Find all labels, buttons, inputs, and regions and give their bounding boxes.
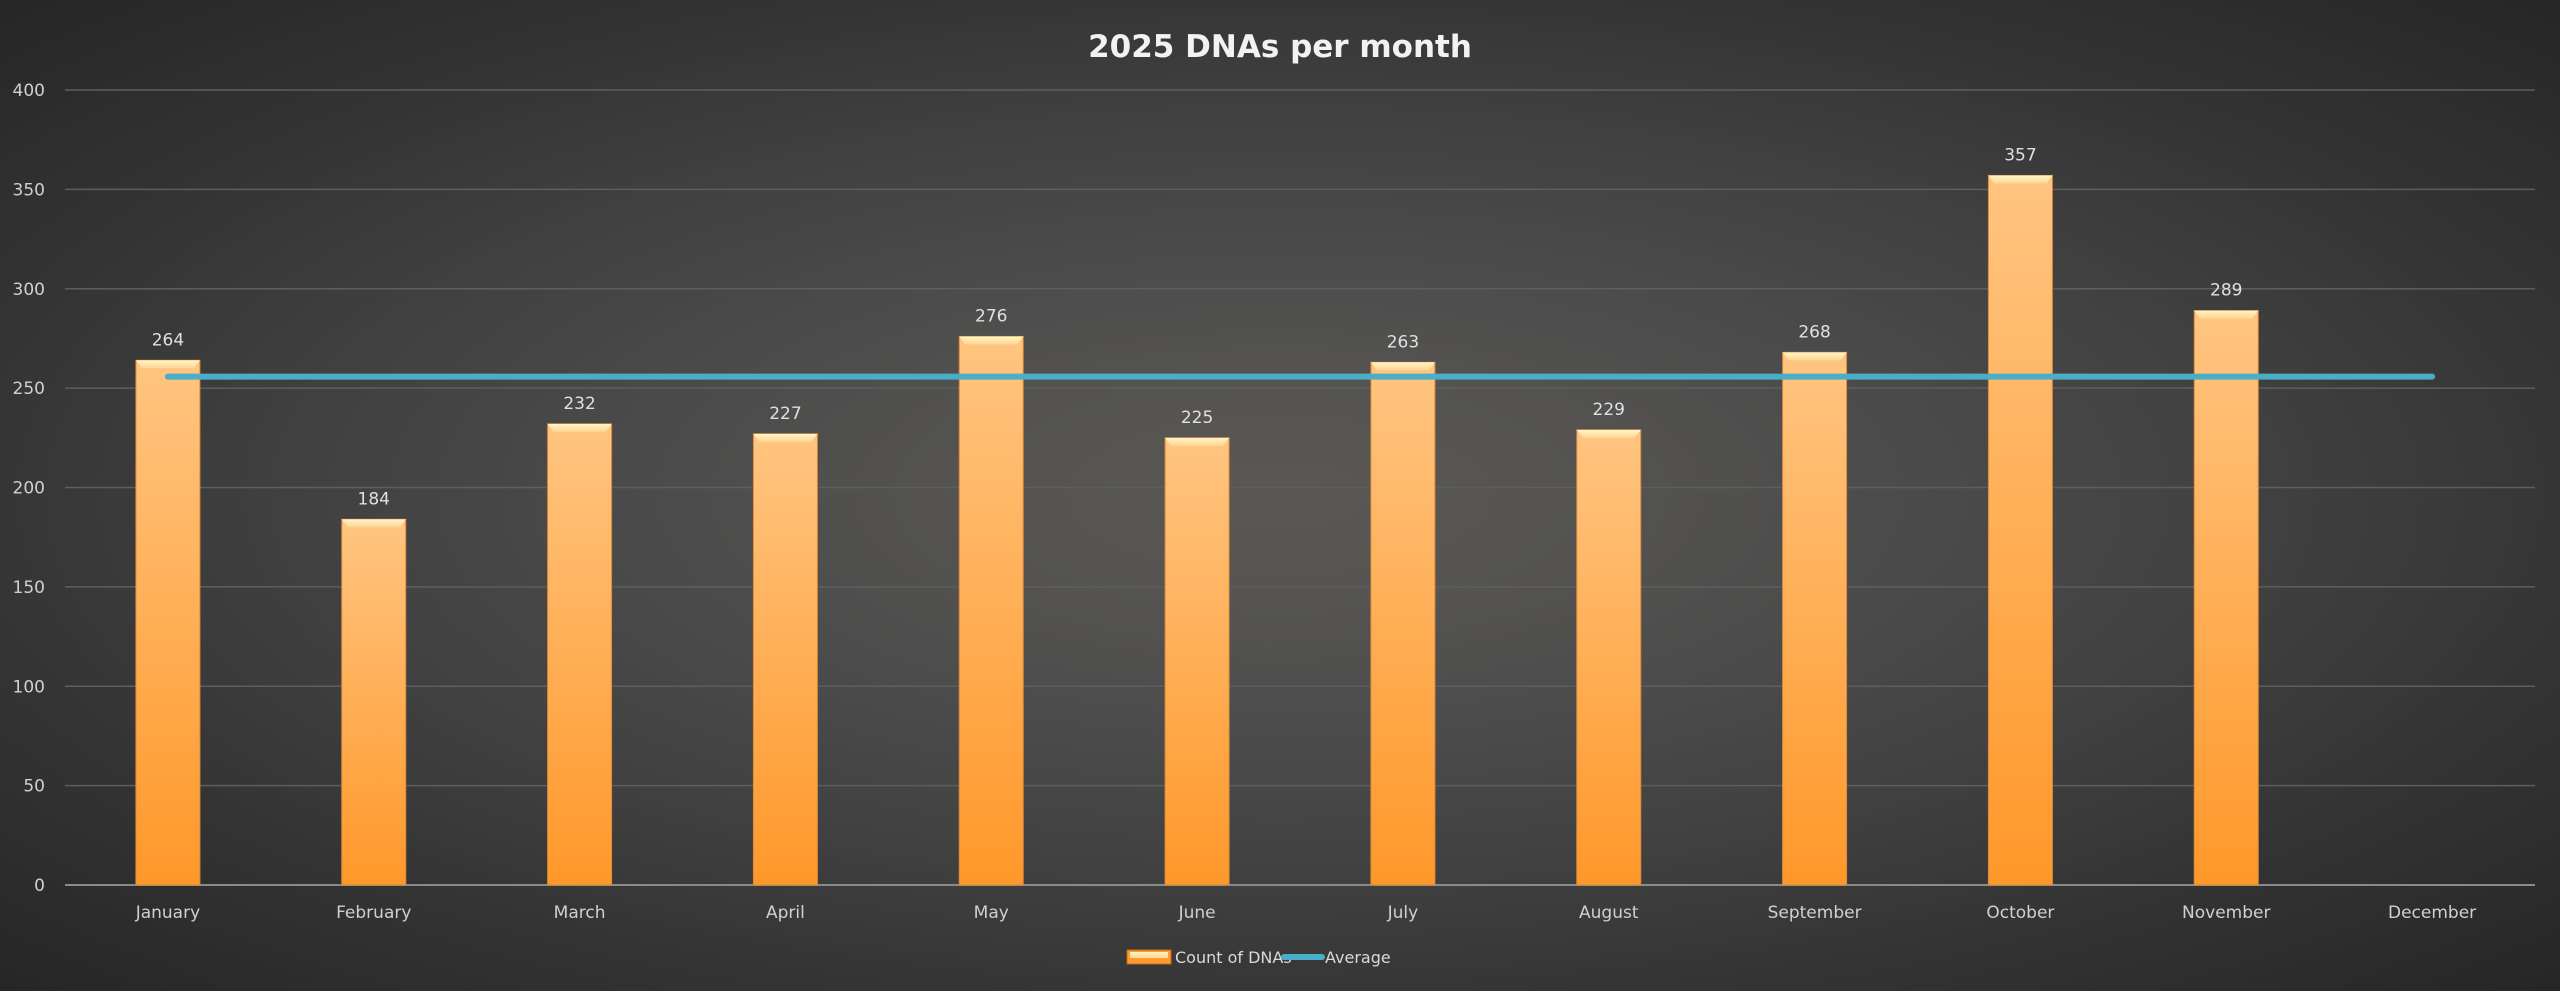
x-axis: January February March April May June July Augu… bbox=[135, 903, 2476, 923]
bar[interactable] bbox=[1987, 174, 2053, 886]
data-label: 268 bbox=[1798, 322, 1830, 342]
bar[interactable] bbox=[1576, 429, 1642, 886]
y-tick-label: 200 bbox=[13, 479, 45, 499]
bar-bevel bbox=[1782, 352, 1847, 361]
y-tick-label: 350 bbox=[13, 180, 45, 200]
y-tick-label: 400 bbox=[13, 81, 45, 101]
x-tick-label: February bbox=[336, 903, 411, 923]
legend-item-average[interactable]: Average bbox=[1281, 948, 1391, 967]
legend-label-average: Average bbox=[1325, 948, 1391, 967]
data-label: 225 bbox=[1181, 408, 1213, 428]
x-tick-label: October bbox=[1986, 903, 2054, 923]
bar[interactable] bbox=[1164, 437, 1230, 886]
x-tick-label: March bbox=[554, 903, 606, 923]
legend-item-count[interactable]: Count of DNAs bbox=[1126, 948, 1292, 967]
x-tick-label: April bbox=[766, 903, 805, 923]
data-label: 276 bbox=[975, 306, 1007, 326]
x-tick-label: November bbox=[2182, 903, 2270, 923]
y-tick-label: 100 bbox=[13, 677, 45, 697]
data-label: 184 bbox=[358, 489, 390, 509]
bar[interactable] bbox=[135, 359, 201, 886]
bar[interactable] bbox=[2193, 310, 2259, 886]
y-axis: 0 50 100 150 200 250 300 350 400 bbox=[13, 81, 45, 896]
data-label: 289 bbox=[2210, 281, 2242, 301]
bar-bevel bbox=[1988, 175, 2053, 184]
data-label: 263 bbox=[1387, 332, 1419, 352]
y-tick-label: 50 bbox=[23, 777, 45, 797]
y-tick-label: 150 bbox=[13, 578, 45, 598]
bar-bevel bbox=[2194, 310, 2259, 319]
bar-bevel bbox=[1576, 429, 1641, 438]
data-label: 227 bbox=[769, 404, 801, 424]
x-tick-label: August bbox=[1579, 903, 1639, 923]
bar-bevel bbox=[959, 336, 1024, 345]
bar-bevel bbox=[753, 433, 818, 442]
bar-bevel bbox=[547, 423, 612, 432]
y-tick-label: 0 bbox=[34, 876, 45, 896]
x-tick-label: January bbox=[135, 903, 200, 923]
data-label: 229 bbox=[1593, 400, 1625, 420]
x-tick-label: July bbox=[1387, 903, 1419, 923]
bar-bevel bbox=[1165, 437, 1230, 446]
bar-bevel bbox=[135, 360, 200, 369]
legend: Count of DNAs Average bbox=[1126, 948, 1391, 967]
x-tick-label: June bbox=[1178, 903, 1216, 923]
bar[interactable] bbox=[958, 335, 1024, 886]
data-label: 357 bbox=[2004, 145, 2036, 165]
x-tick-label: May bbox=[974, 903, 1009, 923]
bar-series: 264 184 232 227 276 225 263 229 268 357 289 bbox=[135, 145, 2259, 886]
bar[interactable] bbox=[1782, 351, 1848, 886]
bar[interactable] bbox=[1370, 361, 1436, 886]
x-tick-label: December bbox=[2388, 903, 2476, 923]
bar-bevel bbox=[341, 519, 406, 528]
data-label: 232 bbox=[563, 394, 595, 414]
bar[interactable] bbox=[341, 518, 407, 886]
bar[interactable] bbox=[752, 433, 818, 886]
bar-bevel bbox=[1370, 362, 1435, 371]
chart-title: 2025 DNAs per month bbox=[1088, 29, 1472, 65]
bar[interactable] bbox=[547, 423, 613, 886]
y-tick-label: 250 bbox=[13, 379, 45, 399]
legend-label-count: Count of DNAs bbox=[1175, 948, 1292, 967]
data-label: 264 bbox=[152, 330, 184, 350]
gridlines bbox=[65, 89, 2535, 886]
x-tick-label: September bbox=[1768, 903, 1862, 923]
y-tick-label: 300 bbox=[13, 280, 45, 300]
